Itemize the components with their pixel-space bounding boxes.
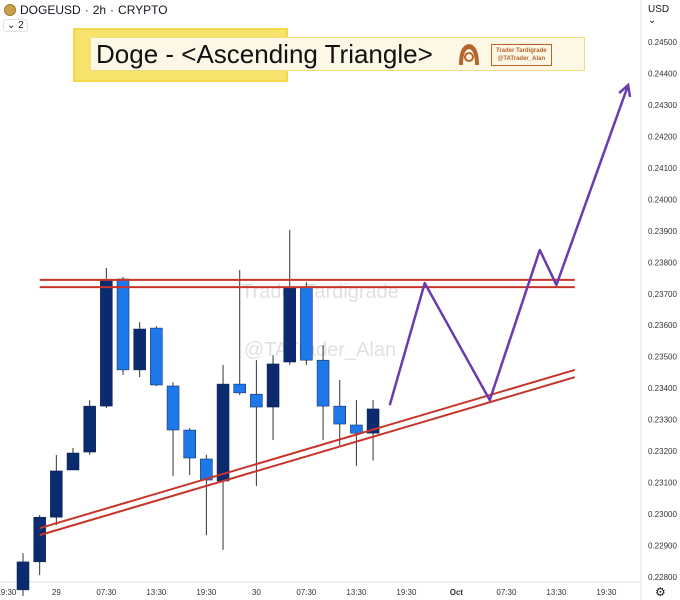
candle-body [200, 458, 213, 481]
price-tick-label: 0.24000 [648, 195, 677, 204]
price-tick-label: 0.23300 [648, 416, 677, 425]
price-tick-label: 0.23500 [648, 353, 677, 362]
candle-body [100, 279, 113, 407]
price-tick-label: 0.24300 [648, 101, 677, 110]
candle-body [250, 393, 263, 408]
separator: · [84, 3, 89, 17]
tardigrade-logo-icon [459, 44, 479, 65]
candle-body [33, 516, 46, 563]
collapse-indicators-button[interactable]: ⌄ 2 [3, 19, 28, 32]
candle-body [316, 359, 330, 407]
time-tick-label: Oct [450, 588, 464, 597]
title-banner: Doge - <Ascending Triangle> Trader Tardi… [90, 37, 585, 71]
candle-body [116, 278, 130, 371]
support-trendline [39, 368, 576, 530]
candle-body [216, 383, 230, 482]
price-tick-label: 0.23200 [648, 447, 677, 456]
time-tick-label: 13:30 [546, 588, 567, 597]
price-tick-label: 0.23600 [648, 321, 677, 330]
support-trendline [39, 376, 576, 537]
banner-title: Doge - <Ascending Triangle> [96, 38, 433, 69]
doge-coin-icon [4, 4, 16, 16]
candle-body [333, 405, 346, 425]
author-badge: Trader Tardigrade @TATrader_Alan [491, 44, 552, 66]
price-tick-label: 0.23100 [648, 479, 677, 488]
time-tick-label: 30 [252, 588, 261, 597]
candle-body [16, 561, 30, 591]
badge-line2: @TATrader_Alan [497, 56, 546, 62]
time-tick-label: 29 [52, 588, 61, 597]
price-tick-label: 0.23000 [648, 510, 677, 519]
watermark-line1: Trader Tardigrade [241, 281, 399, 303]
price-tick-label: 0.24500 [648, 38, 677, 47]
price-tick-label: 0.24100 [648, 164, 677, 173]
time-tick-label: 07:30 [496, 588, 517, 597]
badge-line1: Trader Tardigrade [496, 48, 547, 54]
candle-body [133, 328, 146, 371]
time-tick-label: 13:30 [146, 588, 167, 597]
price-tick-label: 0.24200 [648, 132, 677, 141]
time-tick-label: 19:30 [596, 588, 617, 597]
candle-body [66, 452, 80, 471]
candle-body [266, 363, 280, 408]
candle-body [183, 429, 196, 459]
time-tick-label: 19:30 [196, 588, 217, 597]
price-tick-label: 0.23400 [648, 384, 677, 393]
time-tick-label: 07:30 [296, 588, 317, 597]
time-tick-label: 13:30 [346, 588, 367, 597]
candle-body [233, 383, 246, 394]
time-tick-label: 19:30 [396, 588, 417, 597]
exchange: CRYPTO [118, 3, 168, 17]
interval: 2h [92, 3, 107, 17]
candle-body [300, 286, 313, 361]
watermark-line2: @TATrader_Alan [244, 339, 396, 361]
candle-body [50, 470, 63, 518]
time-tick-label: 07:30 [96, 588, 117, 597]
settings-gear-icon[interactable]: ⚙ [655, 585, 666, 599]
currency-selector[interactable]: USD ⌄ [648, 4, 670, 26]
candle-body [83, 405, 96, 453]
candle-body [283, 286, 296, 363]
candle-body [150, 327, 163, 386]
symbol-header[interactable]: DOGEUSD · 2h · CRYPTO [4, 3, 168, 17]
price-tick-label: 0.22800 [648, 573, 677, 582]
candle-body [166, 385, 180, 431]
projection-path [388, 84, 630, 406]
projection-arrowhead [618, 82, 632, 98]
price-tick-label: 0.24400 [648, 69, 677, 78]
price-tick-label: 0.23800 [648, 258, 677, 267]
time-tick-label: 19:30 [0, 588, 17, 597]
candle-body [366, 408, 380, 434]
price-tick-label: 0.22900 [648, 542, 677, 551]
candle-body [350, 424, 363, 434]
symbol-name: DOGEUSD [20, 3, 81, 17]
price-tick-label: 0.23700 [648, 290, 677, 299]
separator: · [110, 3, 115, 17]
price-tick-label: 0.23900 [648, 227, 677, 236]
